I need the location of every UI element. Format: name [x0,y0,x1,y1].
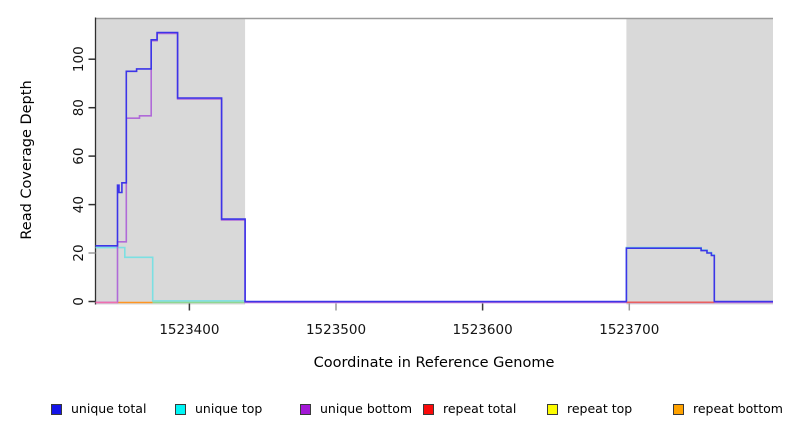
repeat-top-swatch-icon [547,403,558,415]
x-tick-label: 1523700 [599,322,659,338]
legend-item-unique-total: unique total [51,400,146,418]
repeat-bottom-swatch-icon [673,403,684,415]
x-axis-title: Coordinate in Reference Genome [313,355,555,371]
series-unique-top [95,246,246,302]
legend-label: repeat top [567,401,633,416]
x-tick-label: 1523400 [159,322,219,338]
legend-label: unique total [71,401,147,416]
series-unique-bottom [95,32,773,304]
legend-item-repeat-bottom: repeat bottom [673,400,783,418]
legend-label: unique bottom [320,401,413,416]
y-tick-label: 0 [71,297,87,306]
y-axis-title: Read Coverage Depth [19,80,35,240]
unique-bottom-swatch-icon [300,403,311,415]
x-tick-label: 1523600 [453,322,513,338]
unique-total-swatch-icon [51,403,62,415]
masked-region-right [626,18,773,305]
legend-label: unique top [195,401,263,416]
y-tick-label: 60 [71,148,87,165]
legend-item-repeat-total: repeat total [423,400,516,418]
unique-top-swatch-icon [175,403,186,415]
legend-label: repeat bottom [693,401,783,416]
legend-label: repeat total [443,401,517,416]
y-tick-label: 40 [71,196,87,213]
legend-item-unique-top: unique top [175,400,262,418]
x-tick-label: 1523500 [306,322,366,338]
masked-region-left [95,18,246,305]
repeat-total-swatch-icon [423,403,434,415]
series-unique-total [95,31,773,303]
legend-item-unique-bottom: unique bottom [300,400,412,418]
y-tick-label: 80 [71,99,87,116]
legend-item-repeat-top: repeat top [547,400,632,418]
y-tick-label: 20 [71,244,87,261]
y-tick-label: 100 [71,46,87,72]
